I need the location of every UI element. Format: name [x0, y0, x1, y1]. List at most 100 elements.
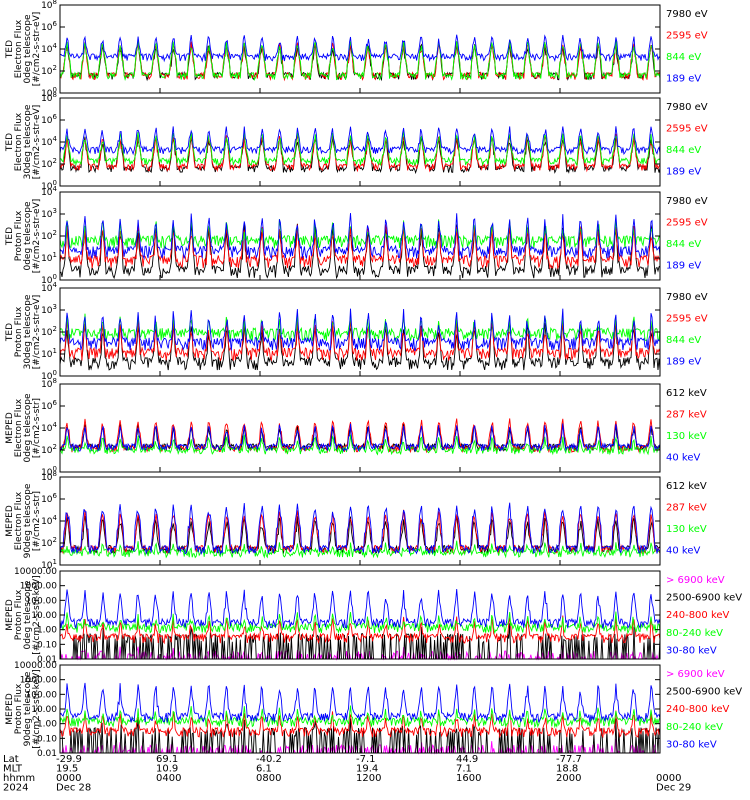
legend-entry: 287 keV: [666, 410, 707, 421]
series-line-2595-ev: [59, 133, 661, 173]
series-line-189-ev: [59, 213, 661, 260]
legend-entry: 30-80 keV: [666, 645, 717, 656]
x-tick-label: -7.1: [356, 754, 376, 765]
y-tick-label: 103: [41, 303, 57, 316]
panel-ylabel: Electron Flux: [14, 19, 24, 78]
panel-ylabel: Electron Flux: [14, 491, 24, 550]
panel-ylabel: [#/cm2-s-str-eV]: [32, 199, 42, 274]
series-line-7980-ev: [59, 42, 661, 82]
panel-frame: [59, 4, 661, 94]
x-tick-label: -77.7: [556, 754, 582, 765]
panel-ylabel: [#/cm2-s-str-eV]: [32, 12, 42, 87]
y-tick-label: 10.00: [31, 705, 57, 715]
panel-ylabel: 0deg telescope: [23, 14, 33, 84]
x-tick-label: Dec 28: [56, 783, 91, 794]
series-line-2595-ev: [59, 223, 661, 270]
legend-entry: 2500-6900 keV: [666, 687, 742, 698]
x-axis-row-label: hhmm: [3, 773, 35, 784]
x-axis-row-label: Lat: [3, 754, 19, 765]
y-tick-label: 102: [41, 64, 57, 77]
y-tick-label: 0.01: [37, 655, 57, 665]
y-tick-label: 106: [41, 113, 57, 126]
legend-entry: 7980 eV: [666, 292, 708, 303]
legend-entry: 7980 eV: [666, 9, 708, 20]
legend-entry: 287 keV: [666, 503, 707, 514]
y-tick-label: 1000.00: [20, 676, 57, 686]
legend-entry: 80-240 keV: [666, 722, 723, 733]
panel-ylabel: 0deg telescope: [23, 201, 33, 271]
y-tick-label: 102: [41, 536, 57, 549]
y-tick-label: 100.00: [26, 690, 58, 700]
y-tick-label: 1000.00: [20, 582, 57, 592]
y-tick-label: 100: [41, 86, 57, 99]
panel-ylabel: [#/cm2-s-str-keV]: [32, 669, 42, 748]
legend-entry: 80-240 keV: [666, 628, 723, 639]
legend-entry: 189 eV: [666, 74, 701, 85]
series-line-189-ev: [59, 34, 661, 63]
series-line-189-ev: [59, 308, 661, 352]
legend-entry: 240-800 keV: [666, 610, 730, 621]
panel-ylabel: MEPED: [5, 505, 15, 537]
x-tick-label: 1600: [456, 773, 481, 784]
legend-entry: 189 eV: [666, 357, 701, 368]
legend-entry: 2500-6900 keV: [666, 593, 742, 604]
legend-entry: 2595 eV: [666, 31, 708, 42]
x-axis-row-label: MLT: [3, 764, 23, 775]
y-tick-label: 108: [41, 0, 57, 11]
panel-ylabel: [#/cm2-s-str]: [32, 491, 42, 551]
y-tick-label: 1.00: [37, 626, 57, 636]
panel-ylabel: Proton Flux: [14, 683, 24, 734]
y-tick-label: 104: [41, 514, 57, 527]
panel-frame: [59, 97, 661, 187]
legend-entry: 189 eV: [666, 167, 701, 178]
legend-entry: 2595 eV: [666, 218, 708, 229]
series-line-2595-ev: [59, 317, 661, 362]
legend-entry: > 6900 keV: [666, 669, 725, 680]
y-tick-label: 100: [41, 465, 57, 478]
panel-ylabel: TED: [5, 133, 15, 152]
y-tick-label: 104: [41, 281, 57, 294]
legend-entry: 2595 eV: [666, 124, 708, 135]
panel-ylabel: [#/cm2-s-str]: [32, 398, 42, 458]
legend-entry: 240-800 keV: [666, 704, 730, 715]
y-tick-label: 100: [41, 179, 57, 192]
panel-ylabel: Proton Flux: [14, 306, 24, 357]
series-line-240-800-kev: [59, 710, 661, 739]
y-tick-label: 106: [41, 399, 57, 412]
y-tick-label: 1.00: [37, 720, 57, 730]
x-tick-label: 0400: [156, 773, 181, 784]
panel-1: 100 102 104 106 108 TED Electron Flux 0deg tele…: [5, 0, 708, 99]
panel-ylabel: 90deg telescope: [23, 483, 33, 558]
series-line-40-kev: [59, 502, 661, 556]
y-tick-label: 101: [41, 347, 57, 360]
x-tick-label: 0000: [656, 773, 681, 784]
series-line-240-800-kev: [59, 615, 661, 645]
y-tick-label: 108: [41, 377, 57, 390]
panel-ylabel: Electron Flux: [14, 112, 24, 171]
panel-ylabel: 90deg telescope: [23, 671, 33, 746]
y-tick-label: 102: [41, 157, 57, 170]
series-line-7980-ev: [59, 223, 661, 280]
series-line-30-80-kev: [59, 682, 661, 723]
y-tick-label: 10.00: [31, 611, 57, 621]
y-tick-label: 106: [41, 492, 57, 505]
panel-ylabel: Electron Flux: [14, 398, 24, 457]
panel-ylabel: Proton Flux: [14, 210, 24, 261]
panel-ylabel: [#/cm2-s-str-eV]: [32, 295, 42, 370]
y-tick-label: 104: [41, 421, 57, 434]
panel-ylabel: TED: [5, 227, 15, 246]
y-tick-label: 10000.00: [14, 567, 57, 577]
y-tick-label: 108: [41, 470, 57, 483]
panel-3: 100 101 102 103 104 TED Proton Flux 0deg telesc…: [5, 185, 708, 286]
legend-entry: 612 keV: [666, 481, 707, 492]
legend-entry: 844 eV: [666, 239, 701, 250]
x-tick-label: 7.1: [456, 764, 472, 775]
y-tick-label: 102: [41, 443, 57, 456]
legend-entry: 844 eV: [666, 335, 701, 346]
legend-entry: 40 keV: [666, 546, 700, 557]
legend-entry: 844 eV: [666, 145, 701, 156]
x-tick-label: 0000: [56, 773, 81, 784]
y-tick-label: 101: [41, 558, 57, 571]
